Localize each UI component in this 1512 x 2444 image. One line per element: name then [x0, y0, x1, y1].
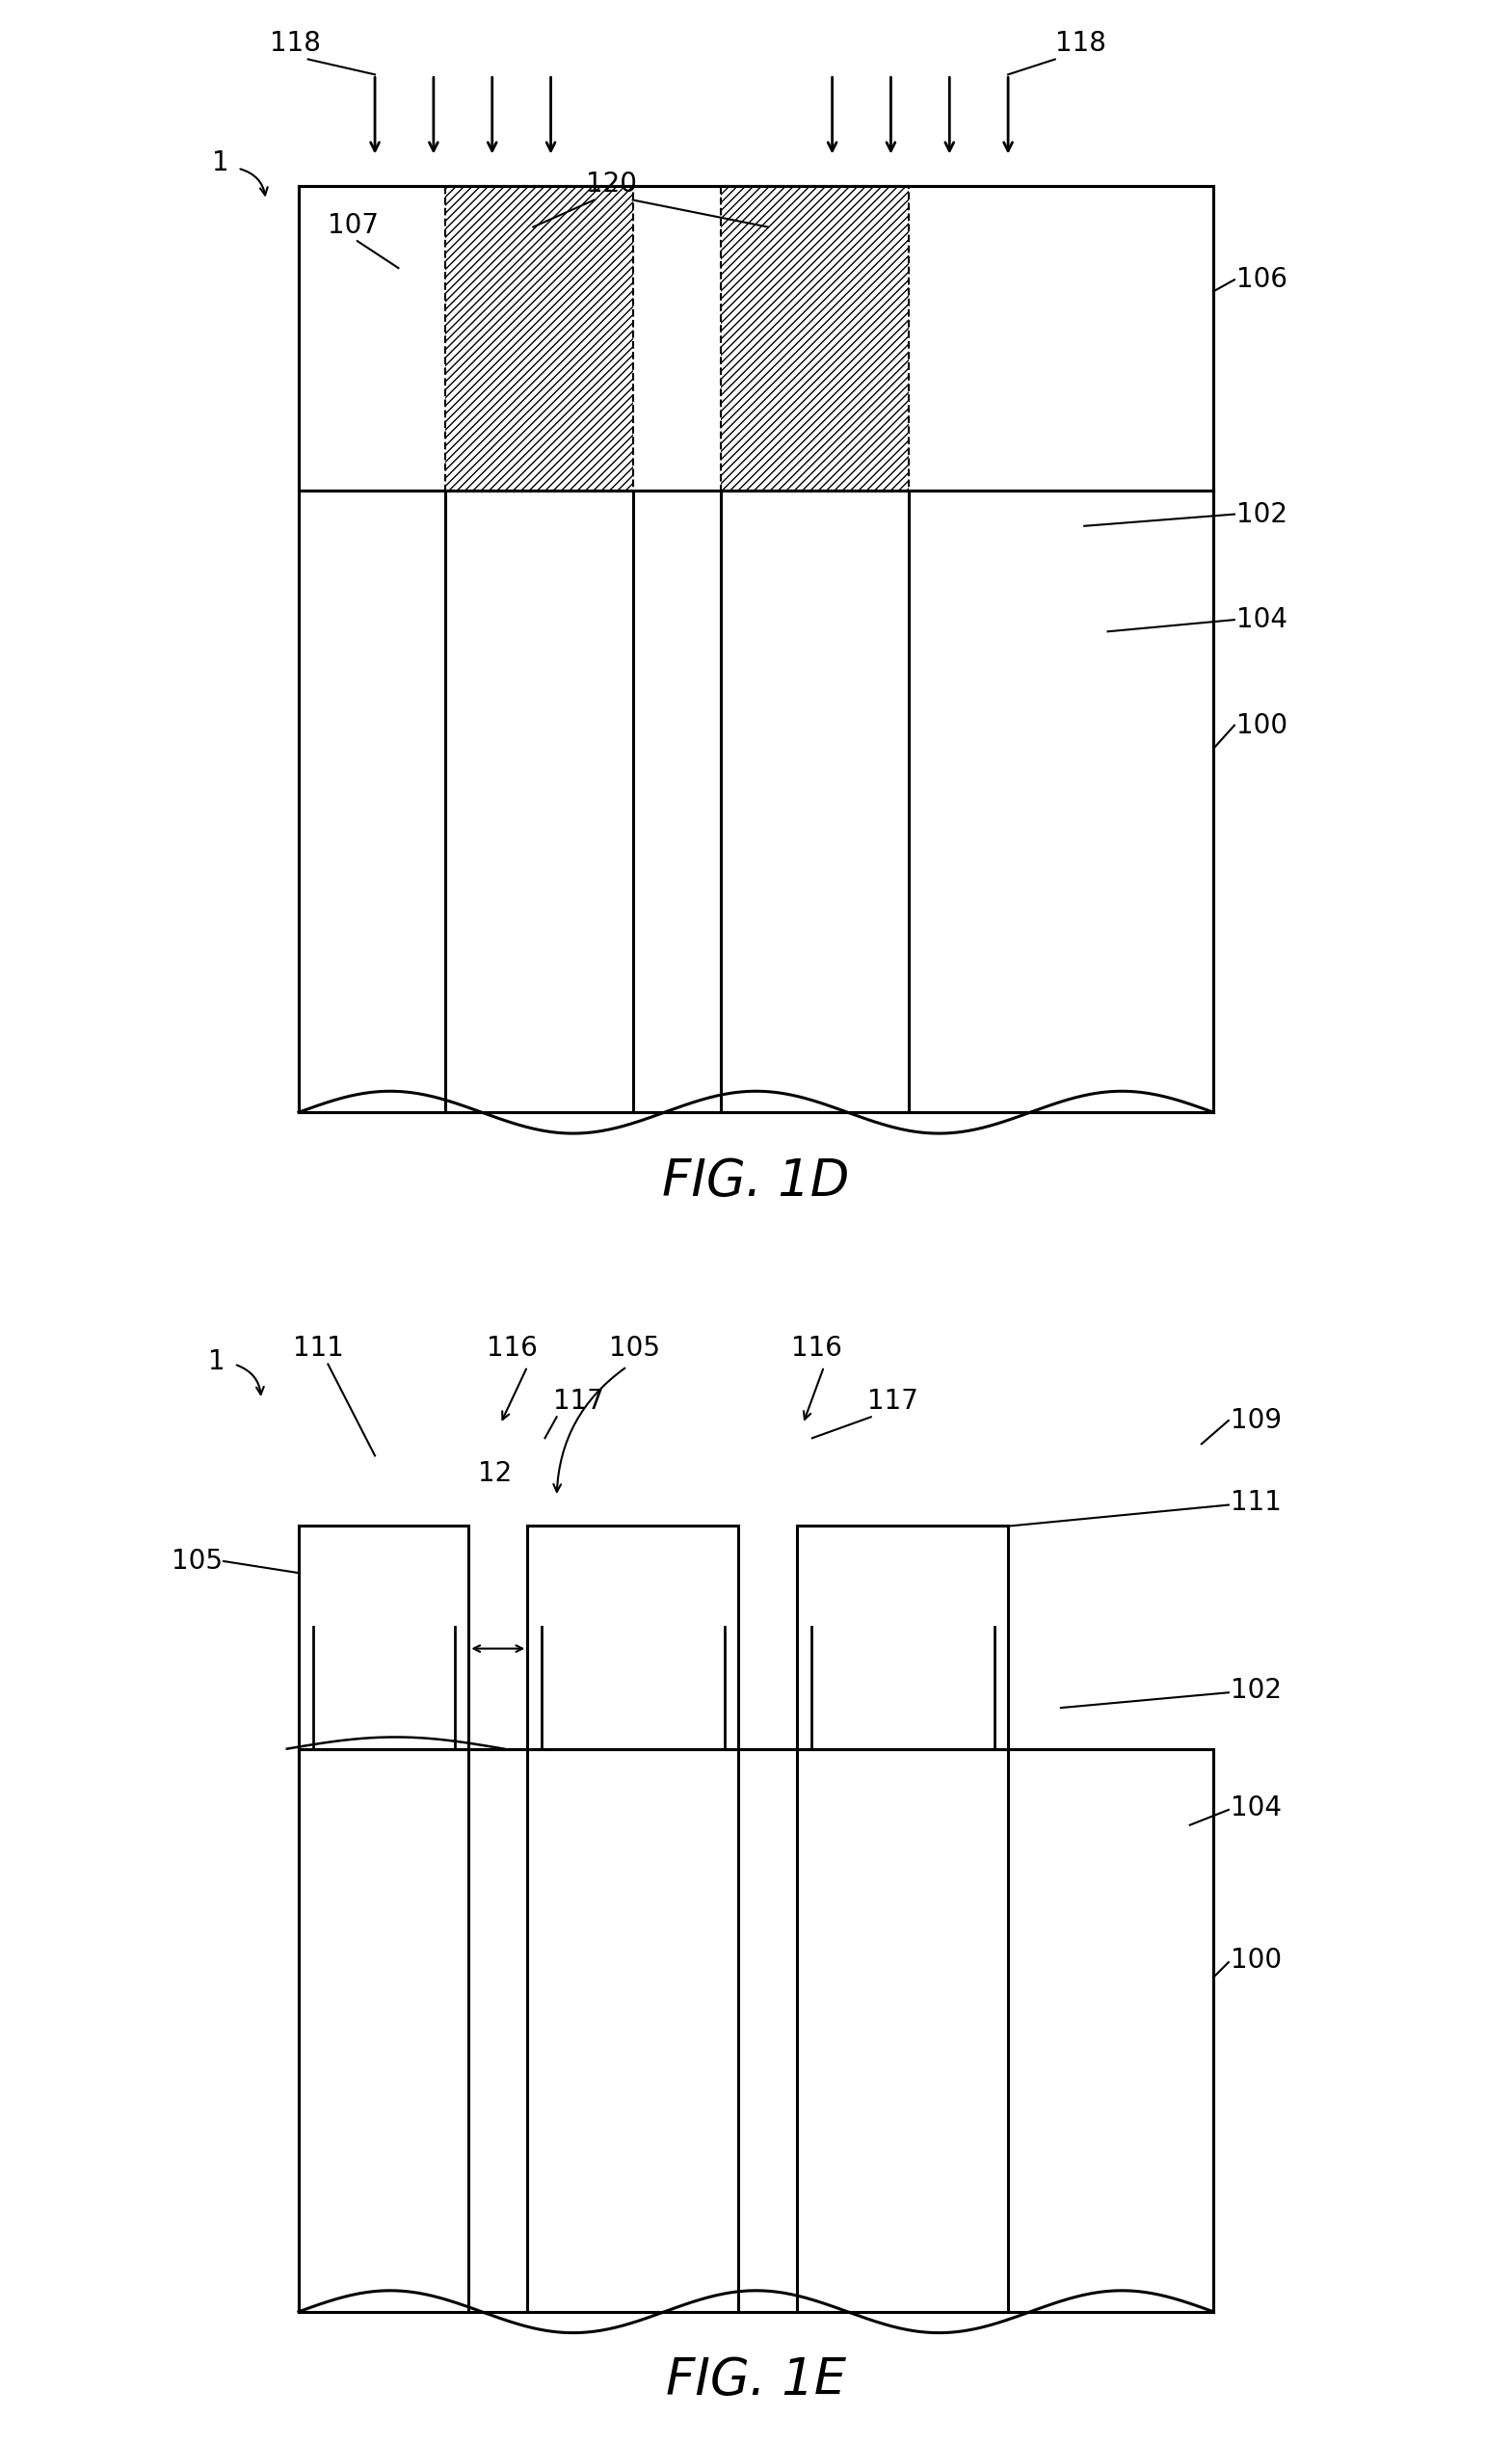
Bar	[299, 186, 1213, 491]
Bar	[797, 1525, 1009, 1750]
Bar	[299, 491, 1213, 1112]
Bar	[445, 186, 634, 491]
Text: 105: 105	[609, 1334, 661, 1361]
Bar	[299, 1750, 469, 2312]
Bar	[469, 1750, 528, 2312]
Bar	[634, 491, 721, 1112]
Text: 1: 1	[209, 1349, 225, 1376]
Bar	[299, 491, 445, 1112]
Bar	[738, 1750, 797, 2312]
Text: 111: 111	[293, 1334, 343, 1361]
Bar	[909, 491, 1213, 1112]
Text: 100: 100	[1231, 1945, 1282, 1972]
Text: 105: 105	[171, 1547, 222, 1574]
Bar	[721, 186, 909, 491]
Text: 104: 104	[1231, 1794, 1282, 1821]
Text: 107: 107	[328, 213, 380, 240]
Bar	[528, 1750, 738, 2312]
Bar	[721, 491, 909, 1112]
Text: 12: 12	[478, 1459, 511, 1486]
Text: 106: 106	[1237, 266, 1288, 293]
Text: 118: 118	[269, 29, 321, 56]
Text: FIG. 1D: FIG. 1D	[662, 1156, 850, 1205]
Text: 100: 100	[1237, 711, 1288, 738]
Bar	[797, 1750, 1009, 2312]
Text: 118: 118	[1055, 29, 1105, 56]
Bar	[797, 1750, 1009, 2312]
Text: 120: 120	[587, 171, 637, 198]
Bar	[445, 491, 634, 1112]
Bar	[528, 1525, 738, 1750]
Text: 104: 104	[1237, 606, 1288, 633]
Text: 102: 102	[1237, 501, 1288, 528]
Bar	[299, 1750, 469, 2312]
Bar	[738, 1750, 797, 2312]
Text: 109: 109	[1231, 1408, 1282, 1435]
Bar	[1009, 1750, 1213, 2312]
Bar	[445, 186, 634, 491]
Bar	[721, 186, 909, 491]
Text: 1: 1	[212, 149, 228, 176]
Text: FIG. 1E: FIG. 1E	[665, 2356, 847, 2405]
Bar	[299, 491, 445, 1112]
Bar	[528, 1750, 738, 2312]
Bar	[721, 491, 909, 1112]
Text: 111: 111	[1231, 1488, 1282, 1515]
Text: 116: 116	[487, 1334, 537, 1361]
Bar	[634, 491, 721, 1112]
Bar	[1009, 1750, 1213, 2312]
Bar	[469, 1750, 528, 2312]
Bar	[299, 1750, 1213, 2312]
Text: 117: 117	[868, 1388, 918, 1415]
Text: 116: 116	[791, 1334, 842, 1361]
Text: 102: 102	[1231, 1677, 1282, 1703]
Bar	[299, 1525, 469, 1750]
Text: 117: 117	[553, 1388, 605, 1415]
Bar	[909, 491, 1213, 1112]
Bar	[445, 491, 634, 1112]
